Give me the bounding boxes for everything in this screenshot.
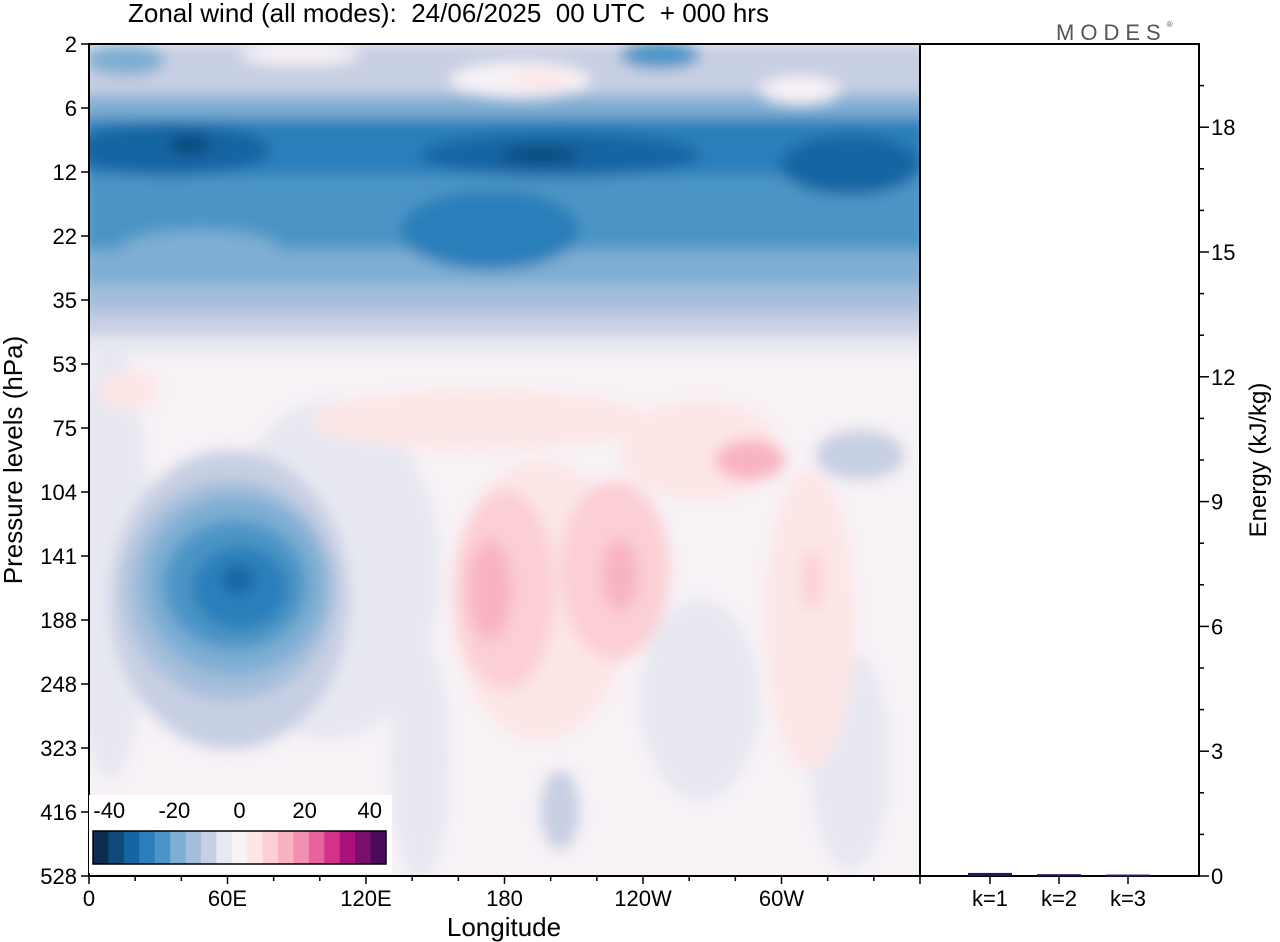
colorbar-frame [92, 830, 387, 865]
y-tick-label: 188 [40, 608, 77, 633]
colorbar-tick-label: 20 [292, 798, 316, 823]
brand-logo: MODES® [1056, 20, 1173, 46]
wind-field [89, 44, 920, 876]
y-tick-label: 2 [65, 32, 77, 57]
colorbar-swatch [108, 831, 125, 864]
colorbar-swatch [170, 831, 187, 864]
x-tick-label: 0 [83, 886, 95, 911]
energy-bar [1106, 874, 1150, 877]
brand-mark: ® [1166, 20, 1173, 29]
energy-tick-label: 9 [1211, 490, 1223, 515]
longitude-axis: 0 60E 120E 180 120W 60W [83, 876, 921, 911]
colorbar-swatch [93, 831, 109, 864]
colorbar-tick-label: 40 [357, 798, 381, 823]
energy-category-axis: k=1 k=2 k=3 [972, 876, 1146, 911]
heatmap-plot [89, 44, 920, 876]
x-axis-label: Longitude [447, 912, 561, 942]
colorbar-swatch [262, 831, 279, 864]
colorbar-swatch [339, 831, 356, 864]
x-tick-label: 60W [759, 886, 804, 911]
x-tick-label: 120W [614, 886, 672, 911]
x-tick-label: 120E [340, 886, 391, 911]
energy-panel: 0 3 6 9 12 15 18 k=1 k=2 k=3 [919, 43, 1235, 911]
colorbar-swatch [231, 831, 248, 864]
y-tick-label: 6 [65, 96, 77, 121]
y-tick-label: 35 [53, 288, 77, 313]
energy-tick-label: 0 [1211, 864, 1223, 889]
colorbar-swatch [139, 831, 156, 864]
y-tick-label: 141 [40, 544, 77, 569]
colorbar-swatch [370, 831, 387, 864]
colorbar-swatch [200, 831, 217, 864]
energy-bar [1037, 874, 1081, 877]
y-axis-label: Pressure levels (hPa) [0, 336, 28, 585]
x-tick-label: 180 [486, 886, 523, 911]
colorbar-swatch [355, 831, 372, 864]
colorbar-swatch [308, 831, 325, 864]
y-tick-label: 75 [53, 416, 77, 441]
energy-tick-label: 12 [1211, 365, 1235, 390]
y-tick-label: 528 [40, 864, 77, 889]
colorbar-swatch [216, 831, 233, 864]
energy-frame [919, 43, 1200, 877]
colorbar-swatch [185, 831, 202, 864]
colorbar-swatch [324, 831, 341, 864]
y-tick-label: 104 [40, 480, 77, 505]
energy-category-label: k=2 [1041, 886, 1077, 911]
colorbar-swatch [278, 831, 294, 864]
y-tick-label: 248 [40, 672, 77, 697]
colorbar-tick-label: -40 [93, 798, 125, 823]
energy-tick-label: 6 [1211, 614, 1223, 639]
energy-tick-label: 3 [1211, 739, 1223, 764]
energy-tick-label: 18 [1211, 115, 1235, 140]
colorbar-tick-labels: -40 -20 0 20 40 [93, 798, 382, 823]
colorbar-swatch [123, 831, 140, 864]
energy-category-label: k=1 [972, 886, 1008, 911]
x-tick-label: 60E [208, 886, 247, 911]
y-tick-label: 416 [40, 800, 77, 825]
energy-bar [968, 872, 1012, 876]
y-tick-label: 12 [53, 160, 77, 185]
y-tick-label: 22 [53, 224, 77, 249]
energy-axis: 0 3 6 9 12 15 18 [1199, 84, 1235, 889]
colorbar-swatch [293, 831, 310, 864]
colorbar-swatch [247, 831, 264, 864]
colorbar-swatches [93, 831, 387, 864]
colorbar-tick-label: 0 [233, 798, 245, 823]
energy-category-label: k=3 [1110, 886, 1146, 911]
y-tick-label: 53 [53, 352, 77, 377]
y-tick-label: 323 [40, 736, 77, 761]
energy-tick-label: 15 [1211, 240, 1235, 265]
pressure-axis: 2 6 12 22 35 53 75 104 141 188 248 323 416 528 [40, 32, 89, 889]
brand-name: MODES [1056, 20, 1167, 45]
energy-bars [968, 872, 1150, 877]
colorbar: -40 -20 0 20 40 [89, 795, 392, 873]
energy-axis-label: Energy (kJ/kg) [1245, 383, 1272, 538]
colorbar-tick-label: -20 [158, 798, 190, 823]
colorbar-swatch [154, 831, 171, 864]
chart-title: Zonal wind (all modes): 24/06/2025 00 UT… [128, 0, 769, 28]
